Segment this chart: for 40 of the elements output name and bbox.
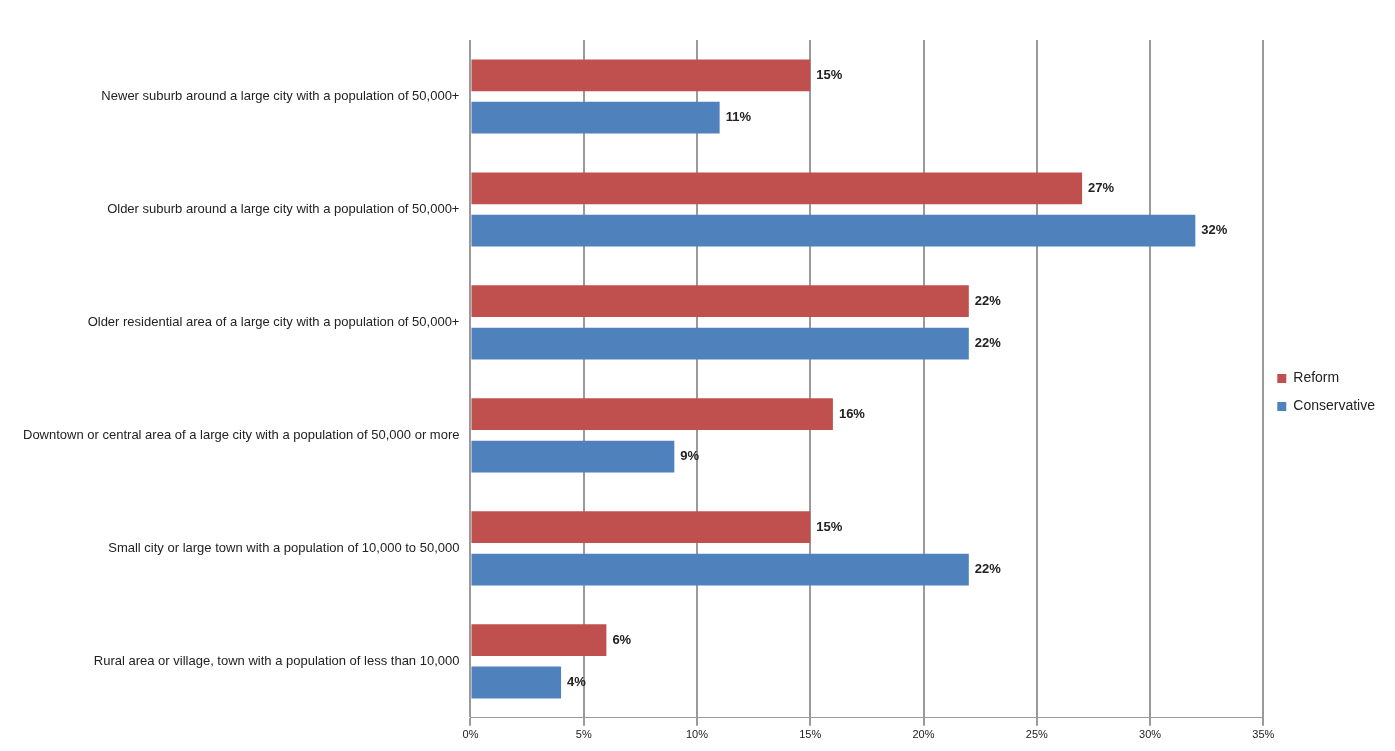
x-tick-label: 30% (1139, 728, 1162, 741)
bar (471, 101, 720, 134)
data-label: 11% (725, 109, 752, 125)
bar (471, 666, 562, 699)
x-tick-label: 10% (685, 728, 709, 741)
data-label: 27% (1088, 179, 1115, 195)
bar (471, 624, 607, 657)
legend-label: Conservative (1293, 397, 1376, 414)
data-label: 6% (612, 631, 632, 647)
bar (471, 172, 1083, 205)
bar (471, 398, 833, 431)
bar (471, 285, 969, 318)
data-label: 22% (974, 292, 1002, 308)
x-tick-label: 5% (575, 728, 592, 741)
y-tick-label: Rural area or village, town with a population of less than 10,000 (93, 652, 460, 668)
legend-label: Reform (1293, 369, 1340, 386)
data-label: 22% (974, 335, 1002, 351)
data-label: 16% (838, 405, 866, 421)
bar (471, 511, 811, 544)
bar (471, 553, 969, 586)
y-tick-label: Older residential area of a large city with a population of 50,000+ (87, 313, 460, 329)
data-label: 9% (680, 448, 700, 464)
x-tick-label: 35% (1252, 728, 1275, 741)
data-label: 4% (567, 674, 587, 690)
bar (471, 440, 675, 473)
bar (471, 59, 811, 92)
x-tick-label: 15% (799, 728, 822, 741)
y-tick-label: Downtown or central area of a large city with a population of 50,000 or more (23, 426, 460, 442)
y-tick-label: Newer suburb around a large city with a population of 50,000+ (101, 88, 460, 104)
y-tick-label: Older suburb around a large city with a population of 50,000+ (107, 201, 460, 217)
y-tick-label: Small city or large town with a population of 10,000 to 50,000 (108, 539, 460, 555)
data-label: 15% (816, 518, 843, 534)
bar (471, 327, 969, 360)
x-tick-label: 20% (912, 728, 935, 741)
bar (471, 214, 1196, 247)
x-tick-label: 25% (1025, 728, 1048, 741)
data-label: 15% (816, 66, 843, 82)
data-label: 32% (1201, 222, 1228, 238)
x-tick-label: 0% (462, 728, 479, 741)
data-label: 22% (974, 561, 1002, 577)
